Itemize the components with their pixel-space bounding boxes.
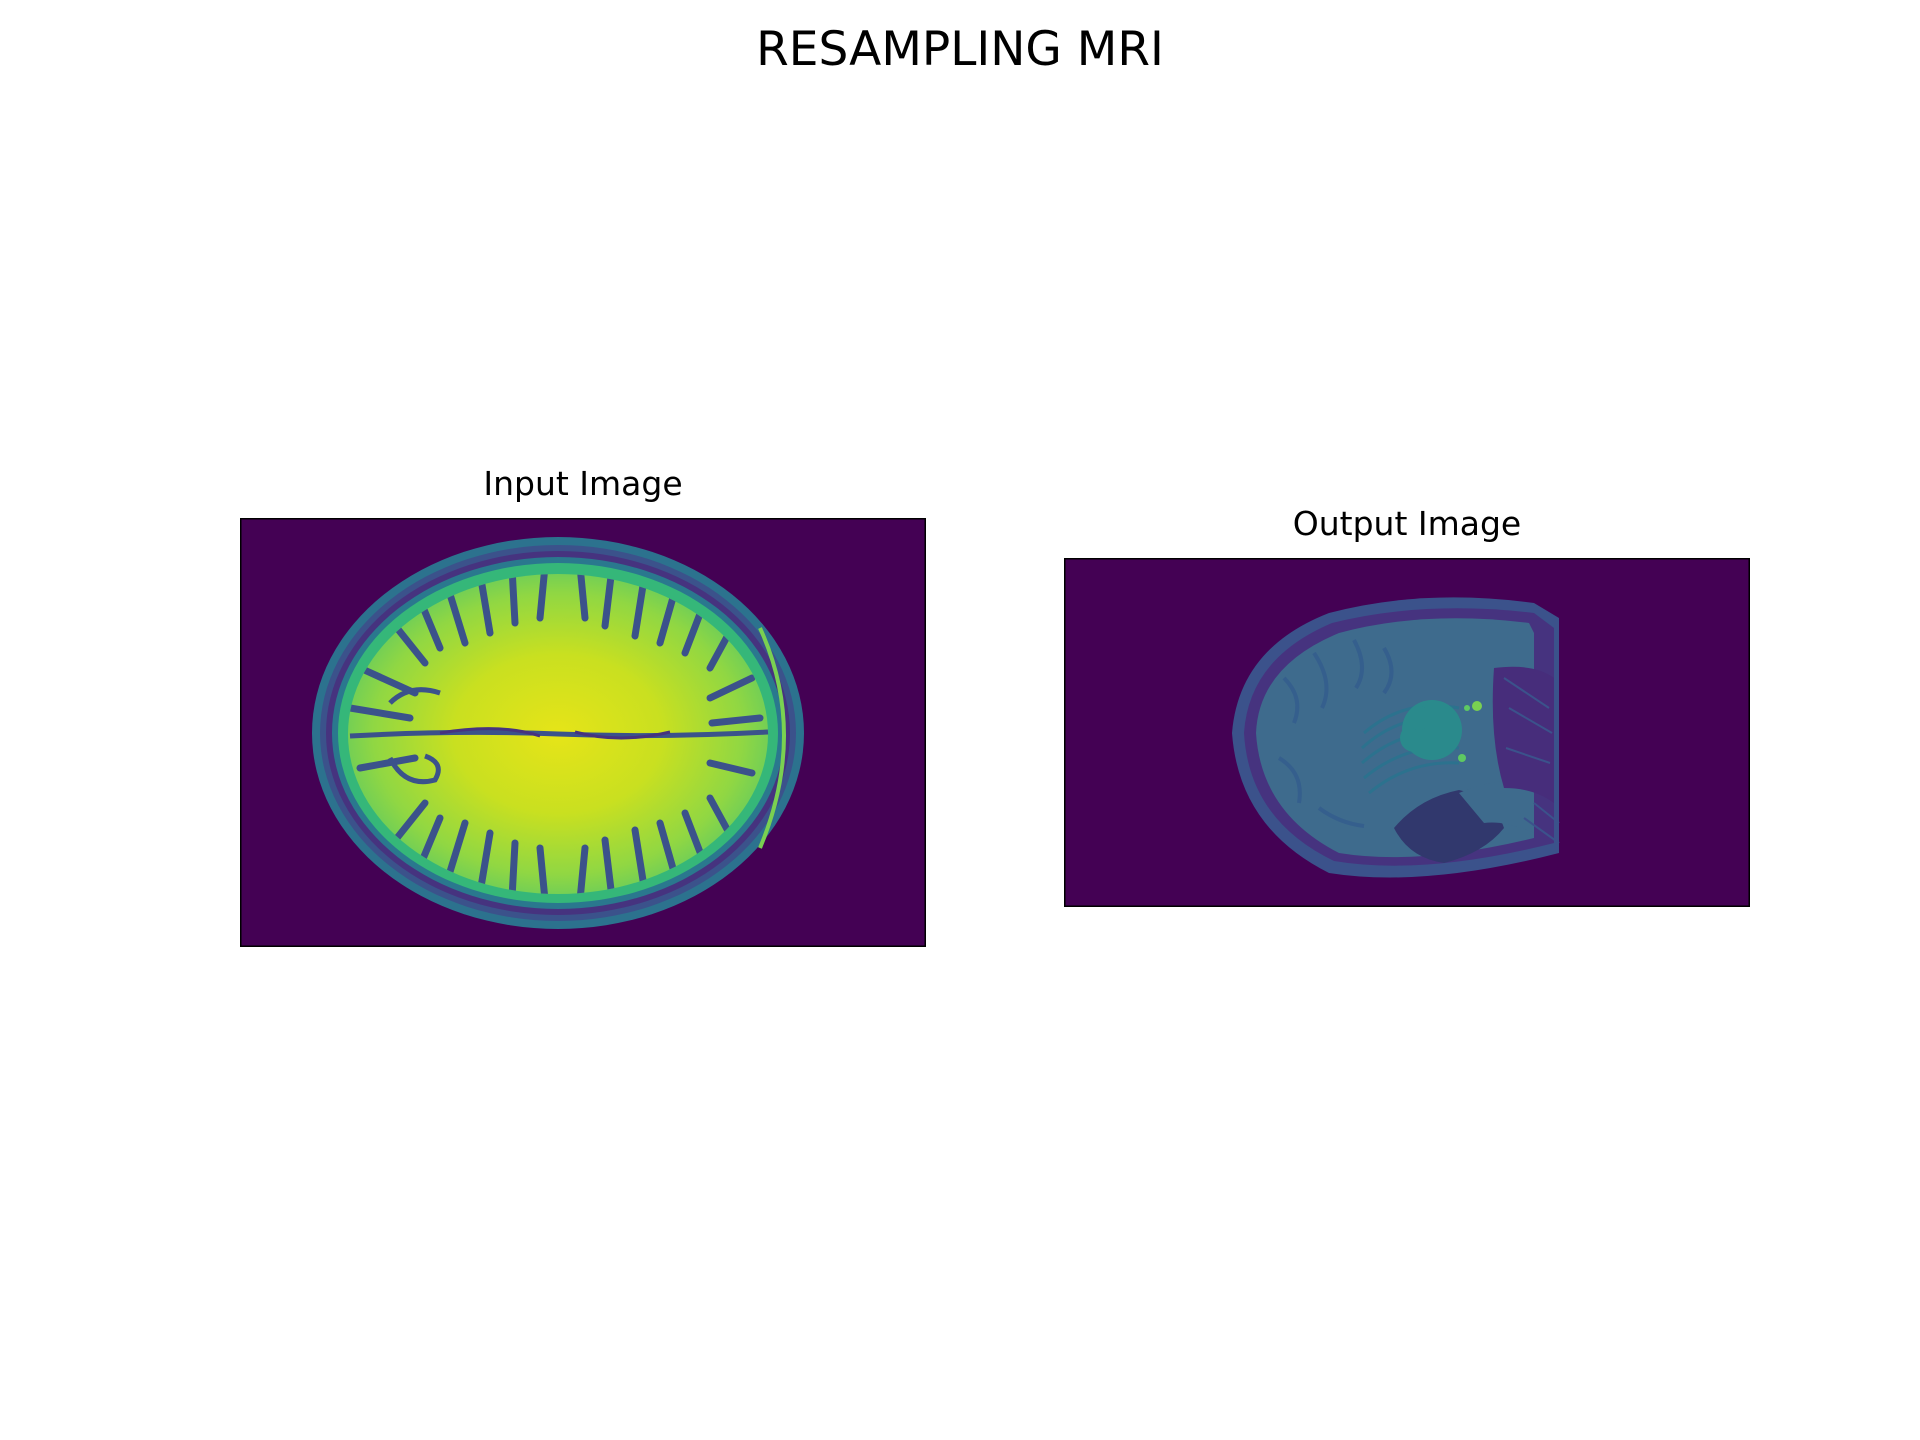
input-mri-image	[240, 518, 926, 947]
input-panel-title: Input Image	[483, 464, 683, 503]
figure-title: RESAMPLING MRI	[756, 22, 1164, 77]
output-panel-title: Output Image	[1292, 504, 1522, 543]
input-image-panel	[240, 518, 926, 947]
output-mri-image	[1064, 558, 1750, 907]
output-image-panel	[1064, 558, 1750, 907]
